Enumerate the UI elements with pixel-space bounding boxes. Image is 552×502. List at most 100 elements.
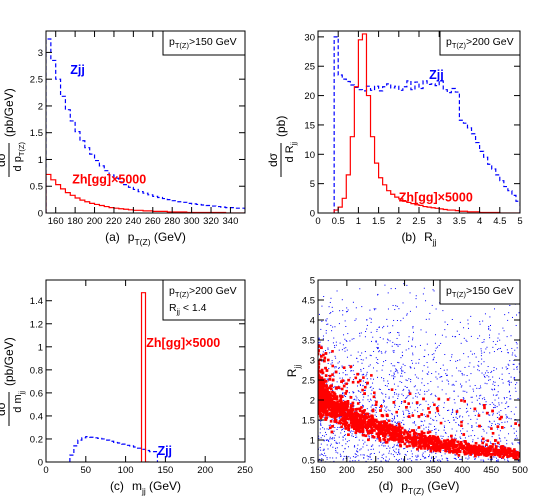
scatter-point-signal: [320, 368, 324, 372]
scatter-point-signal: [366, 421, 370, 424]
scatter-point-zjj: [411, 456, 413, 458]
scatter-point-zjj: [398, 393, 400, 395]
scatter-point-zjj: [318, 435, 320, 437]
scatter-point-zjj: [474, 414, 476, 416]
scatter-point-zjj: [488, 420, 490, 422]
scatter-point-zjj: [432, 451, 434, 453]
scatter-point-zjj: [394, 405, 396, 407]
scatter-point-signal: [326, 387, 329, 390]
scatter-point-zjj: [355, 454, 357, 456]
scatter-point-zjj: [488, 376, 490, 378]
scatter-point-zjj: [348, 364, 350, 366]
scatter-point-signal: [460, 424, 463, 427]
scatter-point-zjj: [387, 383, 389, 385]
scatter-point-zjj: [405, 397, 407, 399]
scatter-point-zjj: [406, 397, 408, 399]
y-tick-label: 1.5: [302, 416, 315, 427]
scatter-point-zjj: [376, 438, 378, 440]
scatter-point-signal: [354, 431, 358, 434]
scatter-point-zjj: [381, 377, 383, 379]
scatter-point-zjj: [452, 409, 454, 411]
x-tick-label: 300: [397, 465, 413, 476]
scatter-point-zjj: [377, 294, 379, 296]
scatter-point-zjj: [385, 350, 387, 352]
scatter-point-zjj: [495, 343, 497, 345]
scatter-point-zjj: [412, 337, 414, 339]
scatter-point-zjj: [502, 327, 504, 329]
scatter-point-zjj: [478, 387, 480, 389]
scatter-point-zjj: [415, 393, 417, 395]
scatter-point-signal: [356, 402, 360, 405]
legend-cut-2: Rjj < 1.4: [169, 302, 207, 316]
scatter-point-zjj: [384, 284, 386, 286]
scatter-point-signal: [386, 438, 390, 441]
scatter-point-signal: [318, 412, 320, 415]
scatter-point-zjj: [463, 397, 465, 399]
scatter-point-signal: [452, 440, 456, 444]
scatter-point-zjj: [369, 317, 371, 319]
scatter-point-signal: [322, 410, 325, 413]
scatter-point-zjj: [327, 348, 329, 350]
scatter-point-zjj: [427, 429, 429, 431]
scatter-point-zjj: [479, 335, 481, 337]
y-tick-label: 1: [38, 155, 43, 166]
scatter-point-zjj: [438, 459, 440, 461]
scatter-point-zjj: [345, 325, 347, 327]
scatter-point-signal: [431, 445, 434, 449]
scatter-point-zjj: [491, 423, 493, 425]
scatter-point-zjj: [349, 457, 351, 459]
scatter-point-signal: [472, 445, 475, 449]
y-label-denominator: d mjj: [12, 391, 26, 413]
scatter-point-zjj: [501, 378, 503, 380]
scatter-point-zjj: [462, 390, 464, 392]
scatter-point-signal: [318, 392, 320, 395]
scatter-point-signal: [412, 432, 416, 436]
scatter-point-zjj: [393, 378, 395, 380]
scatter-point-zjj: [476, 410, 478, 412]
scatter-point-zjj: [401, 458, 403, 460]
scatter-point-zjj: [492, 389, 494, 391]
scatter-point-zjj: [441, 458, 443, 460]
scatter-point-zjj: [355, 456, 357, 458]
scatter-point-signal: [442, 443, 446, 447]
scatter-point-signal: [322, 382, 326, 386]
scatter-point-zjj: [413, 367, 415, 369]
scatter-point-zjj: [342, 372, 344, 374]
scatter-point-zjj: [366, 371, 368, 373]
scatter-point-zjj: [341, 349, 343, 351]
scatter-point-zjj: [371, 437, 373, 439]
scatter-point-zjj: [489, 324, 491, 326]
scatter-point-zjj: [483, 374, 485, 376]
scatter-point-zjj: [496, 394, 498, 396]
scatter-point-zjj: [478, 370, 480, 372]
scatter-point-zjj: [440, 342, 442, 344]
scatter-point-signal: [378, 430, 382, 434]
scatter-point-signal: [344, 423, 347, 426]
scatter-point-zjj: [460, 458, 462, 460]
scatter-point-zjj: [462, 416, 464, 418]
scatter-point-zjj: [394, 417, 396, 419]
scatter-point-signal: [436, 435, 439, 439]
scatter-point-zjj: [492, 414, 494, 416]
scatter-point-signal: [460, 420, 463, 424]
scatter-point-signal: [491, 445, 494, 449]
scatter-point-zjj: [489, 414, 491, 416]
scatter-point-zjj: [373, 404, 375, 406]
scatter-point-signal: [362, 411, 365, 414]
scatter-point-signal: [318, 394, 321, 398]
scatter-point-zjj: [394, 403, 396, 405]
scatter-point-zjj: [336, 447, 338, 449]
scatter-point-zjj: [322, 335, 324, 337]
scatter-point-signal: [460, 399, 463, 402]
scatter-point-zjj: [341, 377, 343, 379]
scatter-point-signal: [476, 446, 480, 449]
scatter-point-zjj: [402, 419, 404, 421]
scatter-point-zjj: [488, 328, 490, 330]
scatter-point-zjj: [481, 358, 483, 360]
scatter-point-signal: [337, 421, 341, 425]
scatter-point-zjj: [360, 370, 362, 372]
scatter-point-zjj: [470, 350, 472, 352]
scatter-point-zjj: [489, 316, 491, 318]
scatter-point-zjj: [332, 446, 334, 448]
scatter-point-signal: [397, 429, 400, 432]
